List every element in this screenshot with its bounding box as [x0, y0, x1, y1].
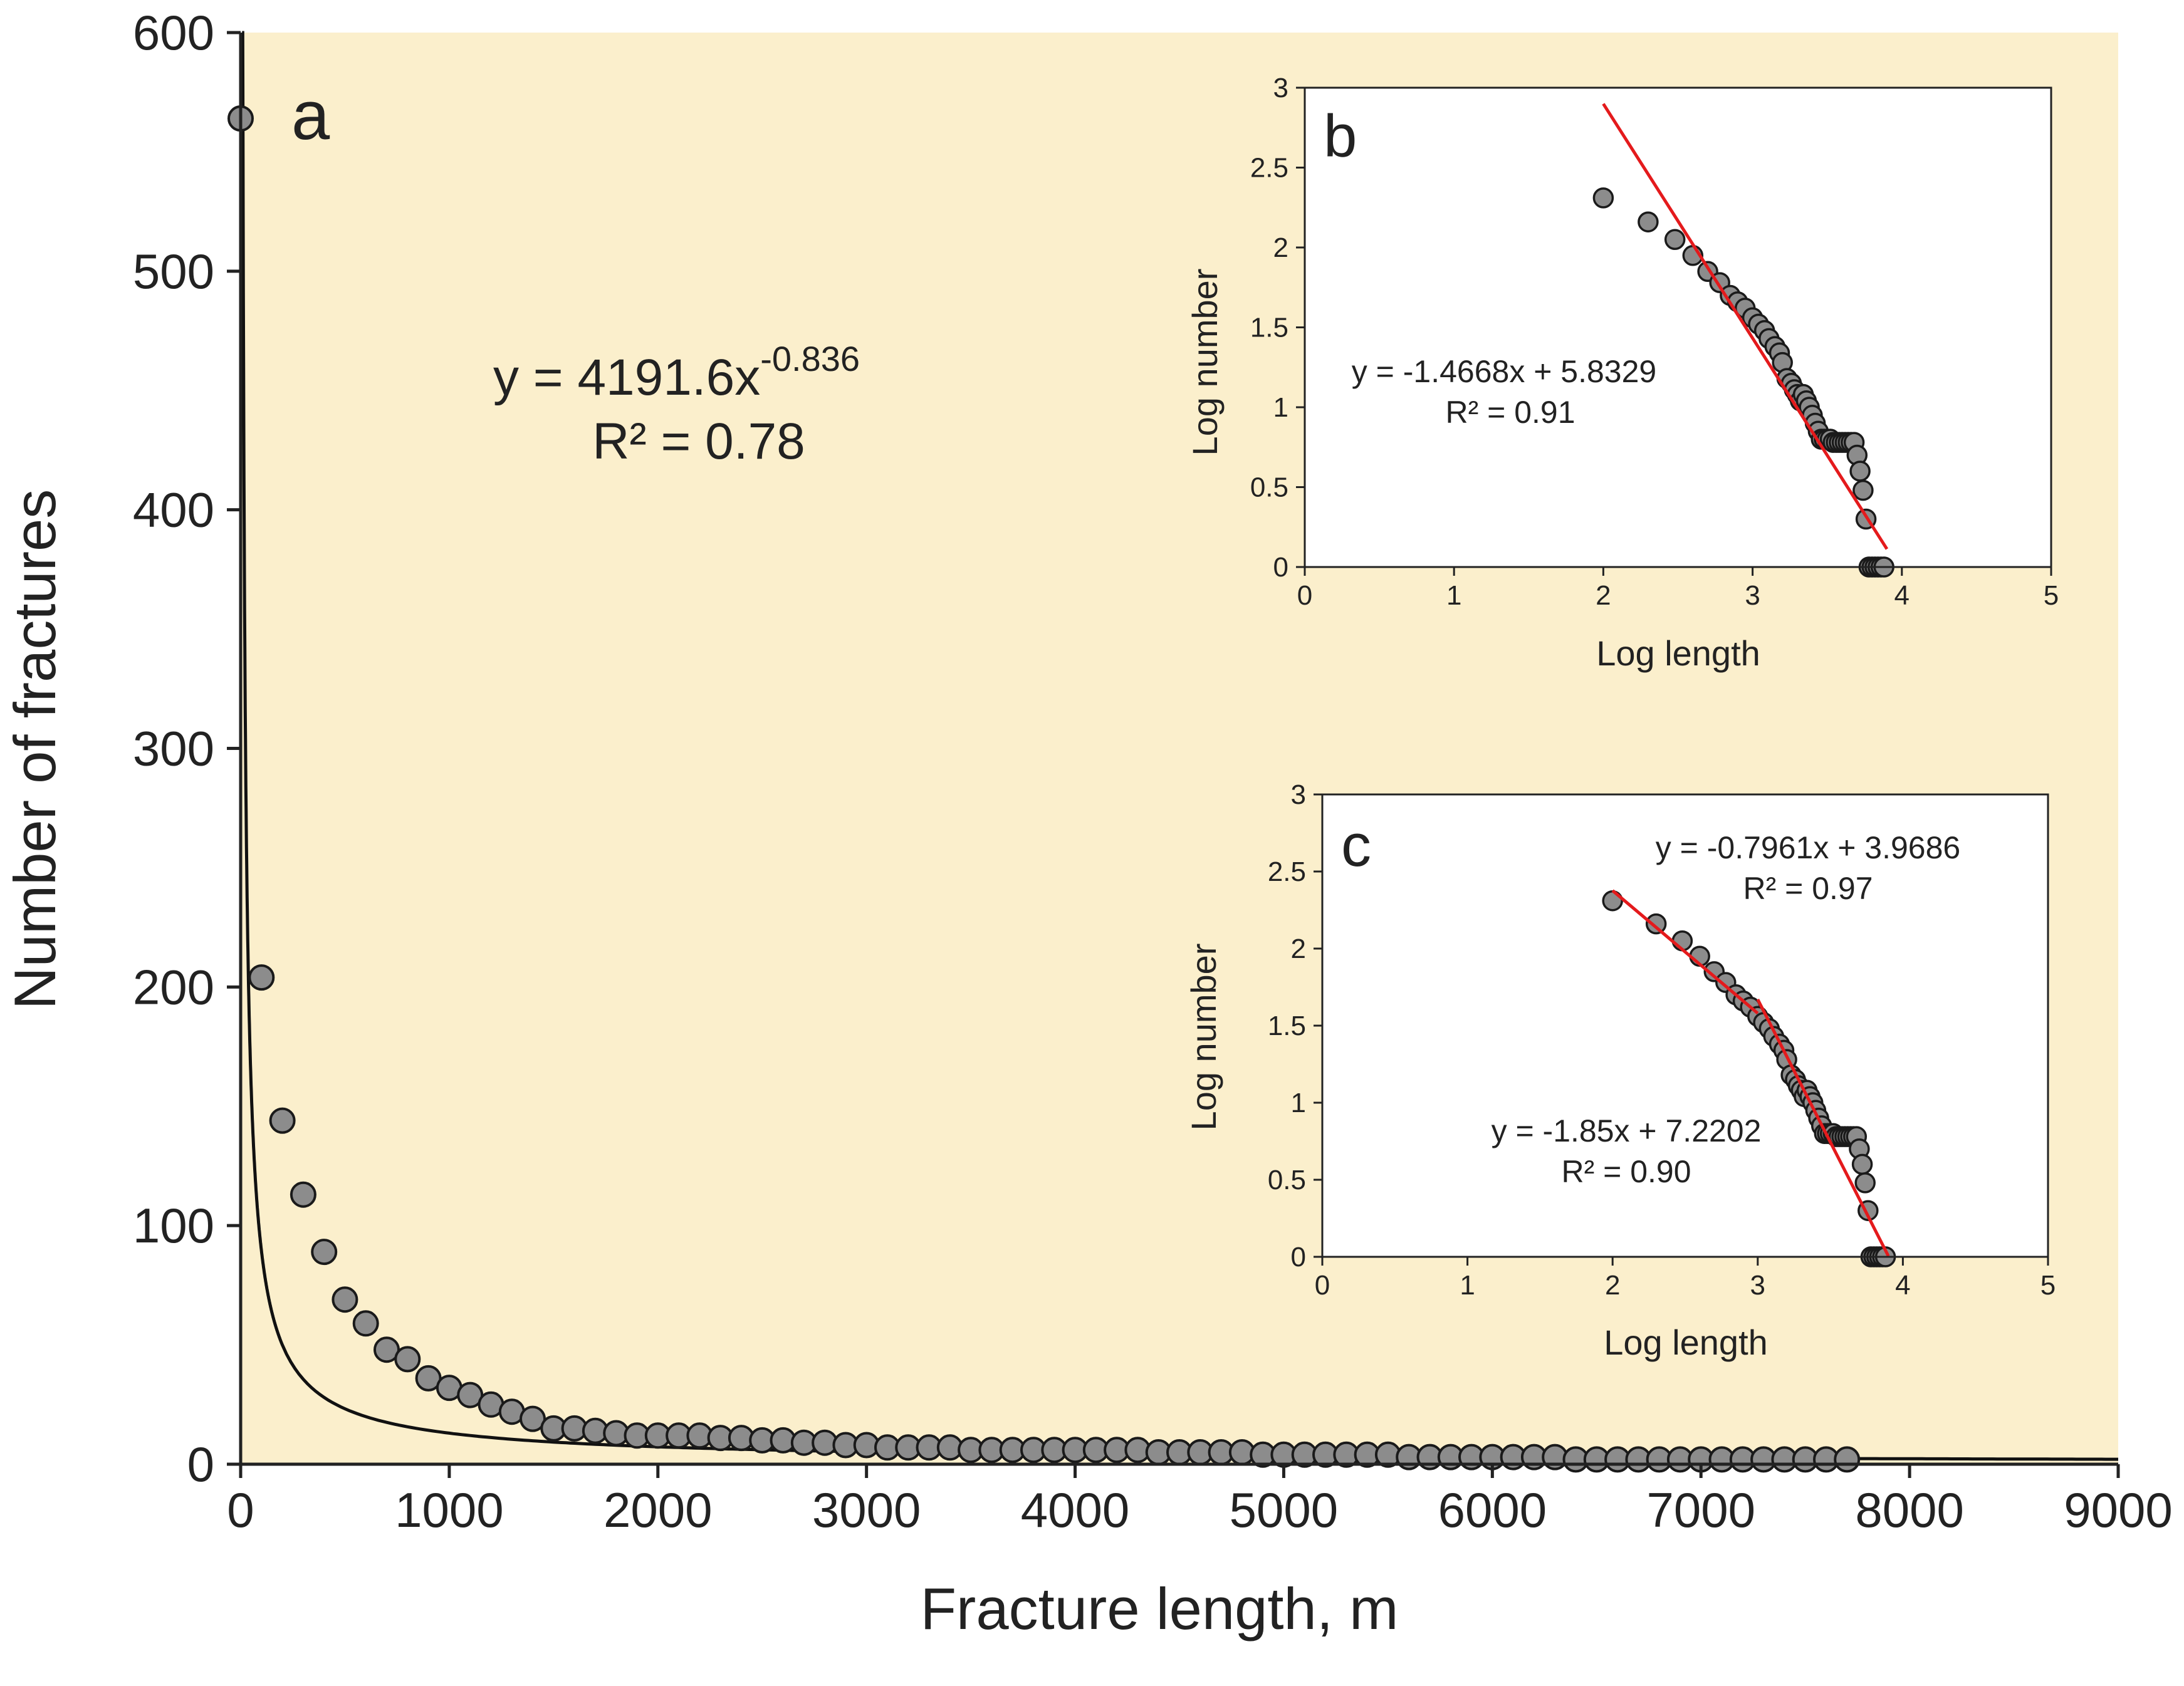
a-data-point — [1834, 1446, 1861, 1473]
c-x-tick-label: 3 — [1750, 1270, 1765, 1301]
panel-c-inset-chart: 0 1 2 3 4 5 0 0.5 1 1.5 2 2.5 3 c y = -0.7961x + 3.… — [1184, 779, 2056, 1362]
c-y-tick-label: 0.5 — [1268, 1165, 1306, 1195]
panel-c-letter: c — [1341, 812, 1371, 879]
c-y-tick-label: 1 — [1291, 1088, 1306, 1118]
panel-b-fit-r2: R² = 0.91 — [1445, 395, 1575, 430]
a-y-tick-label: 100 — [133, 1198, 214, 1253]
b-data-point — [1664, 229, 1686, 251]
panel-c-y-tick-labels: 0 0.5 1 1.5 2 2.5 3 — [1268, 779, 1306, 1272]
b-y-tick-label: 1 — [1273, 392, 1288, 423]
panel-a-fit-equation-exponent: -0.836 — [760, 339, 860, 378]
a-x-tick-label: 0 — [227, 1482, 254, 1538]
panel-c-fit-equation-upper: y = -0.7961x + 3.9686 — [1656, 830, 1960, 865]
panel-b-axes — [1296, 86, 2052, 576]
panel-c-fit-r2-upper: R² = 0.97 — [1743, 871, 1873, 906]
c-y-tick-label: 3 — [1291, 779, 1306, 810]
c-x-tick-label: 4 — [1895, 1270, 1910, 1301]
panel-b-y-axis-title: Log number — [1185, 269, 1225, 456]
a-data-point — [332, 1286, 358, 1313]
b-data-point — [1592, 187, 1614, 209]
panel-b-y-tick-labels: 0 0.5 1 1.5 2 2.5 3 — [1250, 73, 1288, 583]
panel-a-fit-r2: R² = 0.78 — [592, 413, 805, 470]
c-x-tick-label: 1 — [1460, 1270, 1475, 1301]
panel-b-fit-equation: y = -1.4668x + 5.8329 — [1352, 354, 1656, 389]
c-data-point — [1645, 913, 1667, 935]
a-x-tick-label: 4000 — [1021, 1482, 1130, 1538]
c-y-tick-label: 0 — [1291, 1242, 1306, 1272]
b-x-tick-label: 2 — [1596, 580, 1611, 611]
b-y-tick-label: 2 — [1273, 232, 1288, 263]
a-y-tick-label: 200 — [133, 959, 214, 1014]
a-data-point — [290, 1181, 316, 1208]
a-y-tick-label: 600 — [133, 5, 214, 60]
c-y-tick-label: 2 — [1291, 934, 1306, 964]
b-x-tick-label: 0 — [1297, 580, 1312, 611]
a-y-tick-label: 400 — [133, 482, 214, 538]
c-x-tick-label: 0 — [1315, 1270, 1330, 1301]
a-x-tick-label: 7000 — [1646, 1482, 1755, 1538]
b-data-point — [1849, 461, 1871, 482]
panel-b-plot-background — [1304, 86, 2052, 568]
a-data-point — [394, 1346, 421, 1373]
panel-a-axes — [227, 31, 2120, 1478]
a-y-tick-label: 500 — [133, 244, 214, 299]
panel-c-fit-r2-lower: R² = 0.90 — [1561, 1154, 1691, 1189]
c-fit-line-2 — [1756, 998, 1890, 1257]
panel-b-fit-lines — [1602, 103, 1889, 550]
panel-b-letter: b — [1324, 103, 1357, 170]
panel-c-fit-lines — [1611, 889, 1890, 1257]
panel-b-x-tick-labels: 0 1 2 3 4 5 — [1297, 580, 2059, 611]
c-x-tick-label: 2 — [1605, 1270, 1620, 1301]
c-data-point — [1851, 1153, 1873, 1175]
b-y-tick-label: 0.5 — [1250, 472, 1288, 503]
a-x-tick-label: 1000 — [395, 1482, 504, 1538]
b-data-point — [1638, 211, 1659, 232]
panel-a-fit-equation: y = 4191.6x-0.836 — [493, 339, 860, 406]
panel-a-fit-equation-base: y = 4191.6x — [493, 349, 760, 406]
panel-c-plot-background — [1321, 793, 2049, 1258]
panel-c-fit-equation-lower: y = -1.85x + 7.2202 — [1492, 1113, 1762, 1148]
a-data-point — [311, 1239, 338, 1266]
a-x-tick-label: 9000 — [2064, 1482, 2173, 1538]
b-y-tick-label: 3 — [1273, 73, 1288, 103]
a-x-tick-label: 8000 — [1855, 1482, 1964, 1538]
b-x-tick-label: 3 — [1745, 580, 1760, 611]
b-x-tick-label: 1 — [1446, 580, 1461, 611]
a-x-tick-label: 3000 — [812, 1482, 921, 1538]
c-y-tick-label: 1.5 — [1268, 1011, 1306, 1041]
panel-a-x-axis-title: Fracture length, m — [921, 1576, 1399, 1642]
panel-b-inset-chart: 0 1 2 3 4 5 0 0.5 1 1.5 2 2.5 3 b y = -1.4668x + 5.… — [1185, 73, 2059, 673]
b-y-tick-label: 0 — [1273, 552, 1288, 583]
panel-c-y-axis-title: Log number — [1184, 944, 1223, 1131]
panel-b-data-points — [1592, 187, 1894, 578]
c-data-point — [1854, 1172, 1876, 1194]
panel-c-x-axis-title: Log length — [1604, 1323, 1768, 1362]
panel-a-letter: a — [291, 77, 330, 154]
b-x-tick-label: 4 — [1894, 580, 1910, 611]
b-fit-line-1 — [1602, 103, 1889, 550]
b-data-point — [1852, 479, 1874, 501]
a-x-tick-label: 6000 — [1438, 1482, 1547, 1538]
c-y-tick-label: 2.5 — [1268, 856, 1306, 887]
panel-c-axes — [1314, 793, 2049, 1266]
a-y-tick-label: 0 — [187, 1437, 214, 1492]
a-data-point — [269, 1107, 296, 1134]
c-fit-line-1 — [1611, 889, 1759, 1015]
a-y-tick-label: 300 — [133, 721, 214, 776]
b-x-tick-label: 5 — [2044, 580, 2059, 611]
panel-a-y-tick-labels: 0 100 200 300 400 500 600 — [133, 5, 214, 1492]
a-x-tick-label: 5000 — [1230, 1482, 1339, 1538]
a-x-tick-label: 2000 — [603, 1482, 713, 1538]
c-x-tick-label: 5 — [2040, 1270, 2056, 1301]
panel-a-y-axis-title: Number of fractures — [2, 489, 68, 1010]
panel-a-x-tick-labels: 0 1000 2000 3000 4000 5000 6000 7000 8000 9000 — [227, 1482, 2172, 1538]
a-data-point — [352, 1310, 379, 1337]
b-y-tick-label: 2.5 — [1250, 153, 1288, 184]
panel-c-x-tick-labels: 0 1 2 3 4 5 — [1315, 1270, 2056, 1301]
panel-b-x-axis-title: Log length — [1596, 633, 1760, 673]
b-y-tick-label: 1.5 — [1250, 313, 1288, 343]
a-data-point — [248, 964, 275, 991]
